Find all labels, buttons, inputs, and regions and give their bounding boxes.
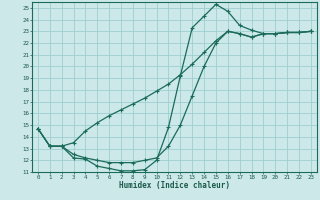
X-axis label: Humidex (Indice chaleur): Humidex (Indice chaleur) [119, 181, 230, 190]
